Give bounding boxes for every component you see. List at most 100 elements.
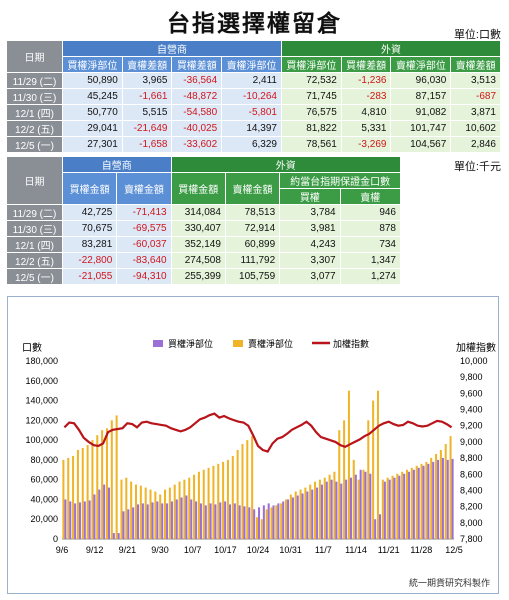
bar-put	[144, 487, 147, 539]
value-cell: 104,567	[390, 136, 452, 153]
legend-swatch	[153, 340, 163, 347]
bar-put	[222, 461, 225, 539]
value-cell: 3,784	[279, 204, 341, 221]
value-cell: 71,745	[280, 88, 342, 105]
bar-put	[173, 484, 176, 539]
x-tick-label: 11/14	[345, 545, 367, 555]
bar-call	[248, 507, 251, 539]
column-header: 賣權差額	[450, 56, 501, 73]
bar-put	[212, 465, 215, 539]
value-cell: 3,871	[450, 104, 501, 121]
value-cell: -21,649	[121, 120, 173, 137]
bar-call	[74, 503, 77, 539]
bar-put	[130, 481, 133, 539]
value-cell: -54,580	[171, 104, 223, 121]
bar-put	[314, 481, 317, 539]
column-header: 賣權差額	[121, 56, 173, 73]
bar-put	[294, 491, 297, 539]
bar-call	[335, 481, 338, 539]
bar-call	[412, 469, 415, 539]
column-header: 賣權淨部位	[390, 56, 452, 73]
date-cell: 12/2 (五)	[6, 120, 63, 137]
bar-call	[287, 499, 290, 539]
value-cell: -69,575	[116, 220, 172, 237]
table-row: 12/2 (五) 29,041 -21,649 -40,025 14,397 81,822…	[6, 120, 501, 137]
bar-put	[362, 469, 365, 539]
date-header: 日期	[6, 40, 63, 73]
bar-put	[149, 489, 152, 539]
bar-put	[164, 489, 167, 539]
bar-call	[238, 505, 241, 539]
bar-put	[207, 467, 210, 539]
bar-put	[178, 481, 181, 539]
bar-call	[93, 494, 96, 539]
legend-label: 賣權淨部位	[248, 338, 293, 349]
bar-call	[262, 505, 265, 539]
bar-call	[243, 506, 246, 539]
value-cell: 314,084	[170, 204, 226, 221]
bar-call	[330, 479, 333, 539]
value-cell: 29,041	[62, 120, 123, 137]
bar-call	[204, 505, 207, 539]
legend-swatch	[233, 340, 243, 347]
bar-call	[316, 487, 319, 539]
bar-put	[444, 444, 447, 539]
y-axis-label: 口數	[22, 341, 42, 354]
bar-put	[120, 479, 123, 539]
bar-call	[403, 473, 406, 539]
bar-put	[347, 390, 350, 539]
bar-call	[369, 473, 372, 539]
bar-put	[231, 455, 234, 539]
bar-call	[349, 477, 352, 539]
bar-put	[270, 507, 273, 539]
bar-put	[255, 517, 258, 539]
bar-put	[343, 420, 346, 539]
bar-call	[378, 514, 382, 539]
y2-tick-label: 10,000	[460, 356, 488, 366]
y2-tick-label: 9,600	[460, 388, 483, 398]
sub-group-header: 約當台指期保證金口數	[279, 172, 401, 189]
value-cell: 87,157	[390, 88, 452, 105]
bar-call	[214, 504, 217, 539]
value-cell: -94,310	[116, 268, 172, 285]
value-cell: -36,564	[171, 72, 223, 89]
y2-tick-label: 9,200	[460, 421, 483, 431]
bar-put	[309, 484, 312, 539]
value-cell: -21,055	[61, 268, 118, 285]
y2-axis-label: 加權指數	[456, 341, 496, 354]
bar-put	[435, 453, 438, 539]
bar-put	[420, 463, 423, 539]
bar-call	[451, 458, 454, 539]
bar-put	[154, 491, 157, 539]
value-cell: 91,082	[390, 104, 452, 121]
bar-put	[125, 477, 128, 539]
bar-call	[175, 499, 178, 539]
value-cell: 1,347	[339, 252, 402, 269]
bar-call	[78, 502, 81, 539]
y-tick-label: 60,000	[30, 475, 58, 485]
value-cell: 96,030	[390, 72, 452, 89]
bar-call	[437, 459, 440, 539]
date-cell: 12/1 (四)	[6, 236, 63, 253]
bar-call	[282, 501, 285, 539]
unit-label-amount: 單位:千元	[453, 161, 501, 173]
bar-call	[117, 533, 120, 539]
combo-chart: 0 20,000 40,000 60,000 80,000 100,000 120,000 1…	[22, 338, 496, 555]
date-header: 日期	[6, 156, 63, 205]
bar-put	[62, 459, 65, 539]
bar-call	[132, 507, 135, 539]
bar-call	[408, 471, 411, 539]
bar-call	[64, 499, 67, 539]
value-cell: 111,792	[224, 252, 281, 269]
bar-call	[393, 477, 396, 539]
value-cell: 6,329	[221, 136, 282, 153]
column-header: 買權差額	[171, 56, 223, 73]
value-cell: 5,331	[340, 120, 392, 137]
bar-put	[299, 489, 302, 539]
bar-put	[246, 440, 249, 539]
y-tick-label: 100,000	[25, 435, 58, 445]
value-cell: -48,872	[171, 88, 223, 105]
date-cell: 12/1 (四)	[6, 104, 63, 121]
bar-call	[441, 457, 444, 539]
bar-call	[359, 469, 362, 539]
